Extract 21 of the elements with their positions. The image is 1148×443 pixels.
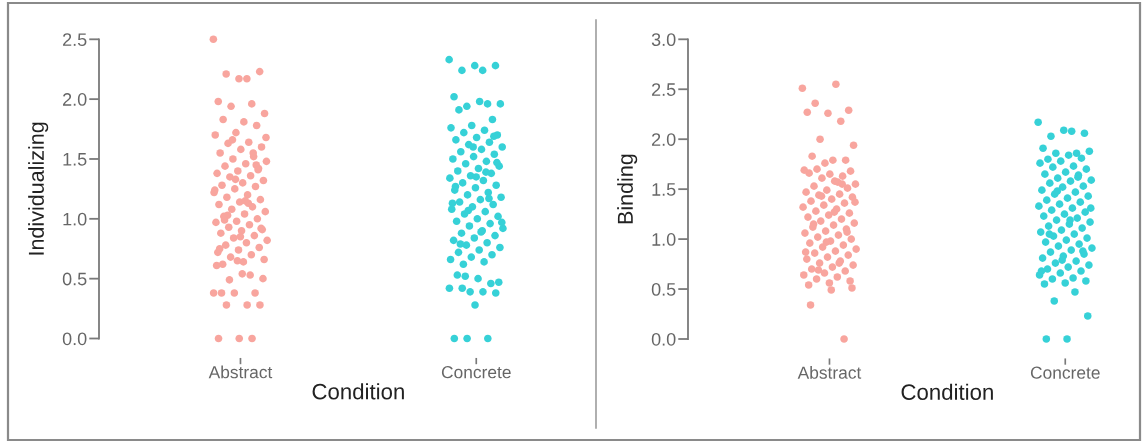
y-tick-label: 1.0: [652, 233, 676, 246]
y-tick-label: 0.5: [62, 272, 87, 286]
y-tick-label: 2.0: [63, 93, 87, 106]
y-tick-label: 2.5: [652, 83, 676, 96]
x-tick-label: Concrete: [441, 366, 511, 379]
y-tick-label: 2.0: [652, 133, 676, 146]
x-axis-title: Condition: [312, 383, 404, 400]
y-tick-label: 1.5: [63, 153, 87, 166]
y-tick-label: 3.0: [651, 33, 676, 47]
x-tick-label: Abstract: [797, 366, 862, 379]
y-tick-label: 1.0: [63, 212, 87, 226]
y-tick-label: 0.5: [651, 282, 676, 296]
x-tick-label: Concrete: [1030, 366, 1100, 379]
y-tick-label: 2.5: [63, 33, 87, 47]
y-tick-label: 1.5: [652, 183, 676, 196]
y-axis-title: Individualizing: [28, 122, 49, 255]
y-tick-label: 0.0: [651, 332, 676, 346]
y-tick-label: 0.0: [62, 332, 87, 346]
y-axis-title: Binding: [617, 154, 638, 224]
x-axis-title: Condition: [901, 383, 993, 400]
x-tick-label: Abstract: [208, 365, 273, 379]
